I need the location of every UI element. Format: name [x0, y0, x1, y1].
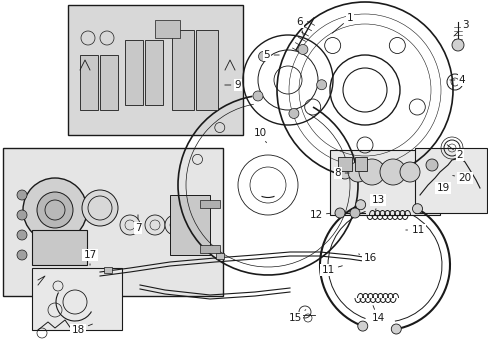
Circle shape: [334, 208, 345, 218]
Text: 20: 20: [452, 173, 470, 183]
Circle shape: [316, 80, 326, 90]
Circle shape: [349, 208, 359, 218]
Bar: [32, 268, 122, 330]
Circle shape: [399, 162, 419, 182]
Text: 1: 1: [331, 13, 353, 33]
Text: 3: 3: [453, 20, 468, 36]
Circle shape: [358, 159, 384, 185]
Text: 2: 2: [446, 145, 462, 160]
Text: 17: 17: [83, 250, 97, 265]
Circle shape: [288, 108, 298, 118]
Circle shape: [390, 324, 401, 334]
Text: 9: 9: [224, 80, 241, 90]
Text: 14: 14: [370, 306, 384, 323]
Bar: [32, 230, 87, 265]
Circle shape: [357, 321, 367, 331]
Circle shape: [17, 250, 27, 260]
Bar: [196, 30, 218, 110]
Text: 10: 10: [253, 128, 266, 143]
Circle shape: [82, 190, 118, 226]
Bar: [80, 55, 98, 110]
Circle shape: [120, 215, 140, 235]
Text: 19: 19: [435, 183, 448, 193]
Text: 6: 6: [296, 17, 303, 35]
Circle shape: [17, 190, 27, 200]
Bar: [329, 150, 439, 215]
Bar: [145, 40, 163, 105]
Bar: [414, 148, 486, 213]
Circle shape: [164, 215, 184, 235]
Bar: [216, 253, 224, 259]
Circle shape: [145, 215, 164, 235]
Text: 7: 7: [134, 215, 141, 233]
Text: 16: 16: [358, 253, 376, 263]
Circle shape: [425, 159, 437, 171]
Text: 12: 12: [309, 210, 329, 220]
Circle shape: [337, 165, 351, 179]
Text: 11: 11: [405, 225, 424, 235]
Bar: [354, 157, 366, 171]
Text: 8: 8: [334, 168, 348, 178]
Bar: [104, 267, 112, 273]
Circle shape: [412, 204, 422, 214]
Circle shape: [258, 51, 268, 62]
Circle shape: [297, 44, 307, 54]
Circle shape: [347, 162, 367, 182]
Bar: [337, 157, 351, 171]
Text: 15: 15: [288, 310, 305, 323]
Bar: [155, 20, 180, 38]
Bar: [200, 245, 220, 253]
Bar: [100, 55, 118, 110]
Circle shape: [379, 159, 405, 185]
Circle shape: [37, 192, 73, 228]
Circle shape: [252, 91, 263, 101]
Text: 18: 18: [71, 324, 92, 335]
Bar: [68, 5, 243, 135]
Text: 11: 11: [321, 265, 342, 275]
Circle shape: [17, 230, 27, 240]
Circle shape: [23, 178, 87, 242]
Bar: [125, 40, 142, 105]
Bar: [172, 30, 194, 110]
Text: 4: 4: [449, 75, 465, 85]
Bar: [170, 195, 209, 255]
Text: 5: 5: [263, 50, 279, 60]
Circle shape: [17, 210, 27, 220]
Circle shape: [451, 39, 463, 51]
Bar: [3, 148, 223, 296]
Circle shape: [355, 200, 365, 210]
Text: 13: 13: [370, 195, 384, 210]
Bar: [200, 200, 220, 208]
